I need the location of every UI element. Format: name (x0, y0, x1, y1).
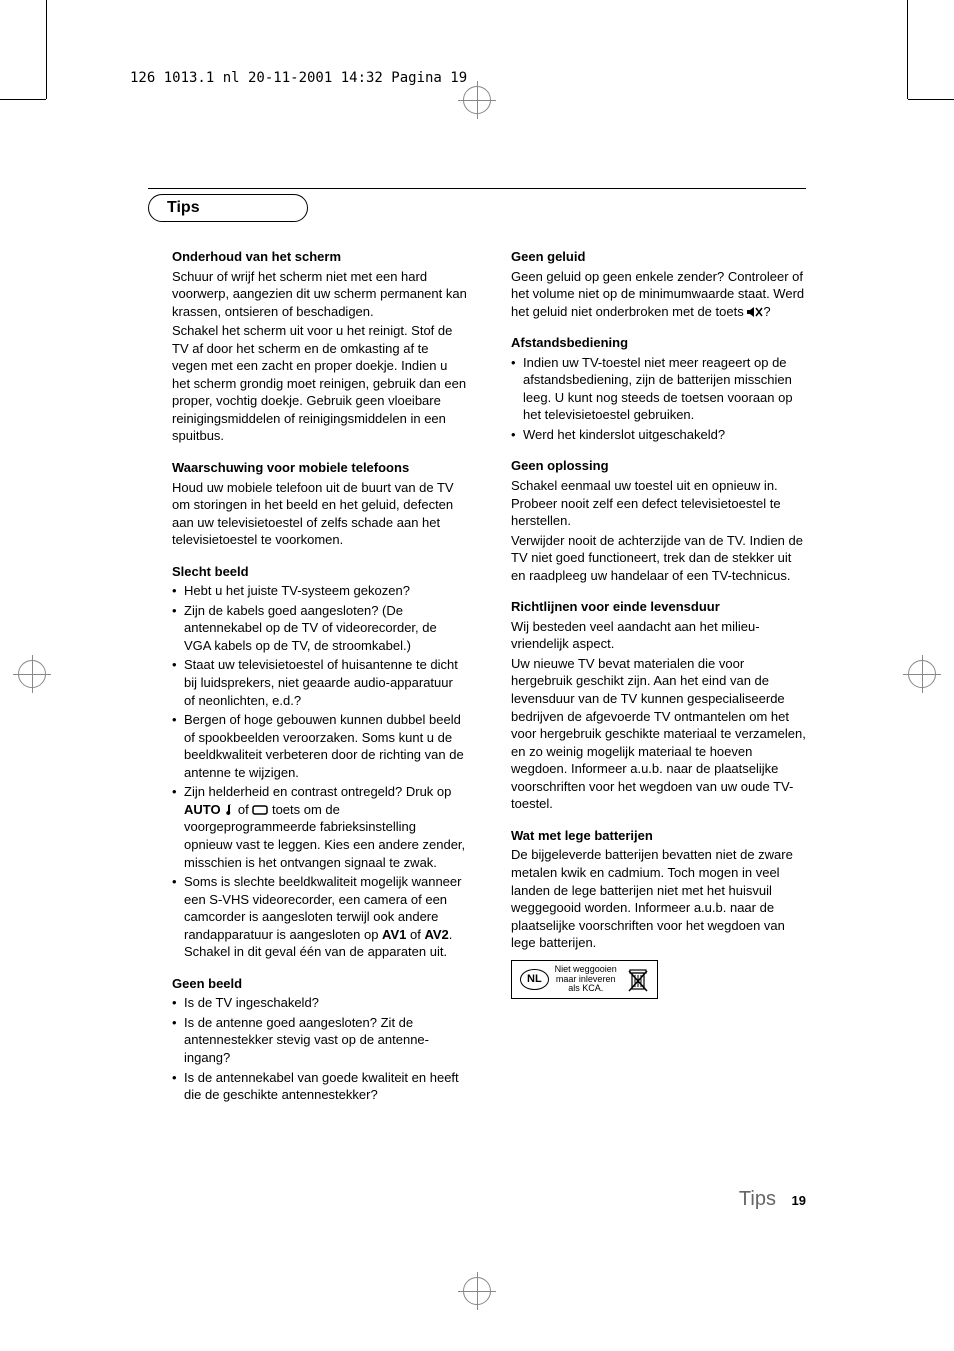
bin-crossed-icon (627, 967, 649, 993)
mute-icon (747, 306, 763, 318)
left-column: Onderhoud van het scherm Schuur of wrijf… (172, 248, 467, 1118)
auto-label: AUTO (184, 802, 221, 817)
av1-label: AV1 (382, 927, 406, 942)
list-item: Is de TV ingeschakeld? (172, 994, 467, 1012)
section-geen-geluid: Geen geluid Geen geluid op geen enkele z… (511, 248, 806, 320)
text: ? (763, 304, 770, 319)
paragraph: Schuur of wrijf het scherm niet met een … (172, 268, 467, 321)
heading: Richtlijnen voor einde levensduur (511, 598, 806, 616)
list-item: Bergen of hoge gebouwen kunnen dubbel be… (172, 711, 467, 781)
heading: Geen geluid (511, 248, 806, 266)
section-geen-oplossing: Geen oplossing Schakel eenmaal uw toeste… (511, 457, 806, 584)
heading: Wat met lege batterijen (511, 827, 806, 845)
list-item: Is de antenne goed aangesloten? Zit de a… (172, 1014, 467, 1067)
rectangle-icon (252, 805, 268, 815)
text: als KCA. (555, 984, 617, 994)
heading: Geen oplossing (511, 457, 806, 475)
paragraph: Verwijder nooit de achterzijde van de TV… (511, 532, 806, 585)
crop-mark (908, 99, 954, 100)
heading: Onderhoud van het scherm (172, 248, 467, 266)
registration-mark-icon (463, 86, 491, 114)
bullet-list: Hebt u het juiste TV-systeem gekozen? Zi… (172, 582, 467, 960)
av2-label: AV2 (424, 927, 448, 942)
list-item: Hebt u het juiste TV-systeem gekozen? (172, 582, 467, 600)
print-header: 126 1013.1 nl 20-11-2001 14:32 Pagina 19 (130, 70, 467, 86)
bullet-list: Indien uw TV-toestel niet meer reageert … (511, 354, 806, 444)
section-slecht-beeld: Slecht beeld Hebt u het juiste TV-systee… (172, 563, 467, 961)
right-column: Geen geluid Geen geluid op geen enkele z… (511, 248, 806, 1118)
registration-mark-icon (463, 1277, 491, 1305)
list-item: Soms is slechte beeldkwaliteit mogelijk … (172, 873, 467, 961)
heading: Afstandsbediening (511, 334, 806, 352)
section-onderhoud: Onderhoud van het scherm Schuur of wrijf… (172, 248, 467, 445)
list-item: Indien uw TV-toestel niet meer reageert … (511, 354, 806, 424)
text: Zijn helderheid en contrast ontregeld? D… (184, 784, 451, 799)
section-tab: Tips (148, 194, 308, 222)
page-footer: Tips 19 (739, 1188, 806, 1211)
section-waarschuwing: Waarschuwing voor mobiele telefoons Houd… (172, 459, 467, 549)
heading: Geen beeld (172, 975, 467, 993)
list-item: Staat uw televisietoestel of huisantenne… (172, 656, 467, 709)
bullet-list: Is de TV ingeschakeld? Is de antenne goe… (172, 994, 467, 1103)
battery-box-text: Niet weggooien maar inleveren als KCA. (555, 965, 617, 995)
registration-mark-icon (18, 660, 46, 688)
paragraph: Geen geluid op geen enkele zender? Contr… (511, 268, 806, 321)
horizontal-rule (148, 188, 806, 189)
paragraph: Uw nieuwe TV bevat materialen die voor h… (511, 655, 806, 813)
crop-mark (0, 99, 46, 100)
paragraph: Houd uw mobiele telefoon uit de buurt va… (172, 479, 467, 549)
section-batterijen: Wat met lege batterijen De bijgeleverde … (511, 827, 806, 1000)
paragraph: Schakel het scherm uit voor u het reinig… (172, 322, 467, 445)
paragraph: Schakel eenmaal uw toestel uit en opnieu… (511, 477, 806, 530)
section-afstandsbediening: Afstandsbediening Indien uw TV-toestel n… (511, 334, 806, 443)
crop-mark (907, 0, 908, 99)
paragraph: Wij besteden veel aandacht aan het milie… (511, 618, 806, 653)
list-item: Zijn helderheid en contrast ontregeld? D… (172, 783, 467, 871)
heading: Slecht beeld (172, 563, 467, 581)
page-number: 19 (792, 1193, 806, 1208)
section-geen-beeld: Geen beeld Is de TV ingeschakeld? Is de … (172, 975, 467, 1104)
section-richtlijnen: Richtlijnen voor einde levensduur Wij be… (511, 598, 806, 813)
columns: Onderhoud van het scherm Schuur of wrijf… (172, 248, 806, 1118)
list-item: Is de antennekabel van goede kwaliteit e… (172, 1069, 467, 1104)
list-item: Zijn de kabels goed aangesloten? (De ant… (172, 602, 467, 655)
paragraph: De bijgeleverde batterijen bevatten niet… (511, 846, 806, 951)
registration-mark-icon (908, 660, 936, 688)
nl-badge: NL (520, 969, 549, 990)
text: of (238, 802, 252, 817)
crop-mark (46, 0, 47, 99)
heading: Waarschuwing voor mobiele telefoons (172, 459, 467, 477)
music-note-icon (224, 804, 234, 816)
footer-title: Tips (739, 1188, 776, 1210)
text: of (406, 927, 424, 942)
battery-disposal-box: NL Niet weggooien maar inleveren als KCA… (511, 960, 658, 1000)
page-content: Tips Onderhoud van het scherm Schuur of … (148, 188, 806, 1211)
list-item: Werd het kinderslot uitgeschakeld? (511, 426, 806, 444)
